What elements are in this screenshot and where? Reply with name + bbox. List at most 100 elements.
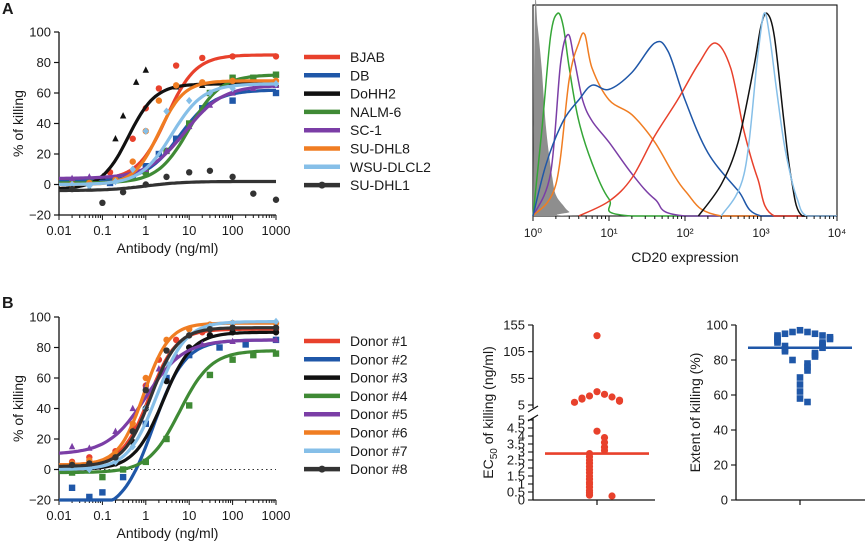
data-point	[774, 339, 781, 346]
data-point	[819, 332, 826, 339]
y-tick-label: 40	[714, 423, 728, 438]
histogram-purple	[532, 33, 837, 217]
y-tick-label: 2	[518, 461, 525, 476]
x-axis-label: Antibody (ng/ml)	[117, 240, 219, 256]
data-point-donor-4	[250, 351, 257, 359]
x-tick-label: 10¹	[600, 226, 617, 240]
data-point-donor-4	[186, 402, 193, 409]
data-point	[608, 492, 616, 500]
y-tick-label: 0	[721, 493, 728, 508]
x-tick-label: 0.01	[46, 508, 71, 523]
data-point	[585, 392, 594, 400]
legend-marker-su-dhl1	[318, 181, 326, 189]
data-point-donor-2	[86, 493, 93, 501]
data-point-su-dhl8	[129, 158, 136, 165]
data-point-su-dhl1	[142, 181, 149, 188]
legend-label-donor-3: Donor #3	[350, 370, 408, 386]
legend-label-donor-2: Donor #2	[350, 351, 408, 367]
y-axis-label: Extent of killing (%)	[687, 353, 703, 473]
fit-curve-sc-1	[59, 84, 277, 180]
y-tick-label: 60	[714, 388, 728, 403]
y-tick-label: 40	[37, 401, 51, 416]
data-point-donor-2	[99, 489, 106, 496]
y-tick-label: 100	[29, 25, 51, 40]
data-point-donor-5	[199, 340, 206, 348]
fit-curve-dohh2	[58, 82, 276, 191]
x-tick-label: 10⁰	[524, 226, 542, 240]
y-tick-label: 3	[518, 445, 525, 460]
legend-label-wsu-dlcl2: WSU-DLCL2	[350, 159, 431, 175]
data-point-donor-4	[119, 466, 127, 473]
data-point-donor-8	[86, 460, 93, 467]
y-tick-label: 20	[714, 458, 728, 473]
data-point-db	[229, 97, 236, 104]
data-point	[796, 326, 804, 334]
data-point-nalm-6	[142, 169, 149, 176]
data-point-bjab	[155, 85, 163, 92]
data-point-su-dhl1	[186, 169, 193, 176]
data-point	[811, 353, 819, 360]
data-point-donor-5	[68, 442, 76, 450]
data-point-wsu-dlcl2	[206, 89, 214, 97]
data-point-su-dhl1	[250, 190, 257, 197]
x-tick-label: 1	[142, 508, 149, 523]
data-point-wsu-dlcl2	[142, 127, 149, 135]
data-point-donor-7	[129, 442, 136, 451]
data-point-donor-2	[186, 351, 193, 359]
data-point-donor-8	[129, 428, 136, 435]
legend-label-donor-8: Donor #8	[350, 461, 408, 477]
data-point-donor-4	[142, 458, 149, 466]
data-point-donor-2	[216, 344, 223, 351]
fit-curve-su-dhl1	[59, 179, 276, 193]
y-axis-label: % of killing	[10, 375, 26, 442]
x-tick-label: 0.1	[93, 223, 111, 238]
data-point-sc-1	[206, 101, 214, 108]
y-tick-label: 155	[503, 318, 525, 333]
data-point-bjab	[199, 54, 206, 62]
data-point-wsu-dlcl2	[229, 84, 236, 93]
data-point	[811, 330, 819, 338]
histogram-orange	[532, 32, 837, 217]
data-point	[789, 356, 796, 364]
fit-curve-su-dhl8	[59, 79, 276, 187]
legend-label-dohh2: DoHH2	[350, 86, 396, 102]
data-point	[804, 360, 811, 367]
data-point-donor-7	[86, 465, 93, 474]
y-tick-label: 0	[518, 493, 525, 508]
y-tick-label: 0	[44, 177, 51, 192]
data-point-bjab	[172, 62, 180, 69]
data-point	[826, 335, 834, 343]
data-point	[804, 328, 811, 336]
histogram-light-blue	[720, 12, 837, 217]
data-point-su-dhl1	[163, 173, 170, 181]
data-point-wsu-dlcl2	[272, 80, 280, 88]
data-point-donor-5	[272, 336, 280, 343]
data-point-sc-1	[229, 89, 236, 96]
fit-curve-donor-8	[59, 326, 276, 468]
data-point-su-dhl1	[272, 196, 280, 203]
data-point	[578, 395, 586, 403]
y-tick-label: −20	[29, 493, 51, 508]
data-point-su-dhl1	[229, 173, 236, 181]
y-tick-label: 80	[37, 340, 51, 355]
y-tick-label: 1	[518, 477, 525, 492]
data-point-donor-5	[129, 404, 136, 412]
x-tick-label: 10	[182, 508, 196, 523]
y-tick-label: 1.5	[507, 469, 525, 484]
data-point-su-dhl1	[99, 199, 106, 206]
data-point-sc-1	[68, 174, 76, 181]
data-point-dohh2	[112, 134, 119, 142]
y-tick-label: −20	[29, 208, 51, 223]
x-tick-label: 10³	[752, 226, 769, 240]
histogram-black	[697, 12, 837, 217]
panel-label-b: B	[2, 295, 14, 312]
fit-curve-db	[59, 88, 276, 183]
data-point-donor-3	[272, 329, 280, 336]
y-tick-label: 5	[518, 398, 525, 413]
data-point-donor-2	[119, 473, 127, 481]
y-tick-label: 0.5	[507, 485, 525, 500]
data-point-su-dhl1	[206, 167, 214, 174]
data-point-wsu-dlcl2	[186, 96, 193, 105]
